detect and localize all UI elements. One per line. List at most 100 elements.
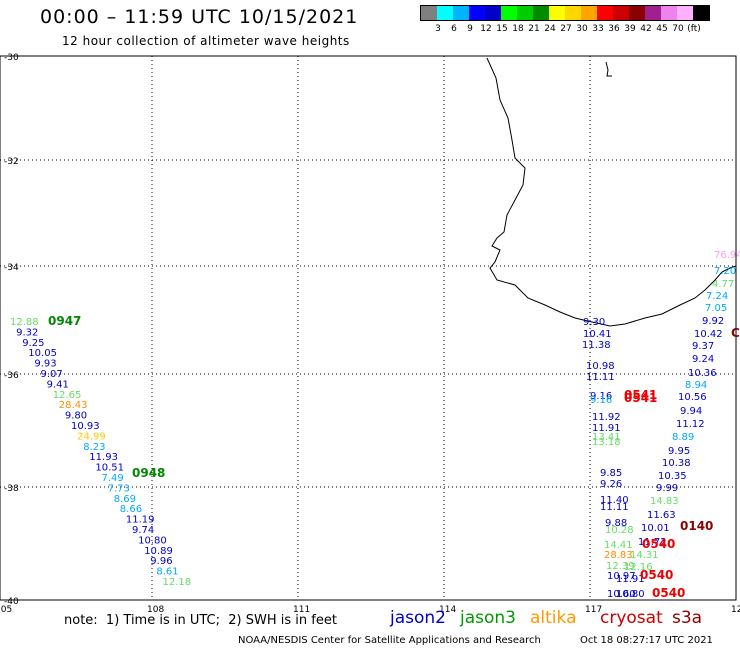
wave-height-value: 8.89 bbox=[672, 432, 694, 443]
wave-height-value: 10.89 bbox=[144, 546, 173, 557]
legend-swatch bbox=[517, 6, 533, 20]
wave-height-value: 10.42 bbox=[694, 329, 723, 340]
legend-label: 18 bbox=[512, 24, 524, 34]
wave-height-value: 13.41 bbox=[592, 432, 621, 443]
wave-height-value: 10.80 bbox=[138, 535, 167, 546]
wave-height-value: 76.94 bbox=[714, 250, 740, 261]
legend-labels: 3 6 9 12 15 18 21 24 27 30 33 36 39 42 45 70 (ft) bbox=[420, 21, 710, 34]
latitude-label: -40 bbox=[4, 597, 19, 607]
longitude-label: 108 bbox=[147, 605, 164, 615]
wave-height-value: 8.69 bbox=[114, 494, 136, 505]
color-legend: 3 6 9 12 15 18 21 24 27 30 33 36 39 42 45 70 (ft) bbox=[420, 5, 710, 34]
legend-swatch bbox=[677, 6, 693, 20]
legend-swatch bbox=[453, 6, 469, 20]
legend-label: 15 bbox=[496, 24, 508, 34]
wave-height-value: 28.83 bbox=[604, 550, 633, 561]
legend-swatch bbox=[629, 6, 645, 20]
wave-height-value: 9.16 bbox=[590, 391, 612, 402]
graticule bbox=[0, 56, 736, 600]
legend-label: 39 bbox=[624, 24, 636, 34]
wave-height-value: 7.49 bbox=[102, 473, 124, 484]
legend-swatch bbox=[693, 6, 709, 20]
longitude-label: 111 bbox=[293, 605, 310, 615]
legend-swatch bbox=[661, 6, 677, 20]
wave-height-value: 9.41 bbox=[47, 379, 69, 390]
wave-height-labels: 12.889.329.2510.059.939.079.4112.6528.43… bbox=[10, 250, 740, 600]
legend-label: 30 bbox=[576, 24, 588, 34]
legend-label: 24 bbox=[544, 24, 556, 34]
map-frame bbox=[0, 55, 737, 601]
legend-label: (ft) bbox=[687, 24, 701, 34]
legend-swatch bbox=[437, 6, 453, 20]
wave-height-value: 9.85 bbox=[600, 468, 622, 479]
wave-height-value: 10.41 bbox=[583, 329, 612, 340]
wave-height-value: 11.11 bbox=[586, 372, 615, 383]
wave-height-value: 11.93 bbox=[89, 452, 118, 463]
wave-height-value: 14.41 bbox=[604, 540, 633, 551]
wave-height-value: 9.99 bbox=[656, 483, 678, 494]
wave-height-value: 10.38 bbox=[662, 458, 691, 469]
wave-height-value: 11.19 bbox=[126, 515, 155, 526]
wave-height-value: 10.35 bbox=[658, 471, 687, 482]
wave-height-value: 9.94 bbox=[680, 406, 702, 417]
legend-swatch bbox=[613, 6, 629, 20]
wave-height-value: 9.80 bbox=[65, 411, 87, 422]
wave-height-value: 28.43 bbox=[59, 400, 88, 411]
legend-swatch bbox=[421, 6, 437, 20]
wave-height-value: 24.99 bbox=[77, 431, 106, 442]
wave-height-value: 9.92 bbox=[702, 316, 724, 327]
wave-height-value: 7.05 bbox=[705, 303, 727, 314]
legend-label: 45 bbox=[656, 24, 668, 34]
tick-labels: -30 -32 -34 -36 -38 -40105 108 111 114 117 120 bbox=[0, 53, 740, 615]
latitude-label: -38 bbox=[4, 484, 19, 494]
satellite-name: altika bbox=[530, 608, 577, 628]
wave-height-value: 8.61 bbox=[156, 567, 178, 578]
legend-label: 6 bbox=[451, 24, 457, 34]
wave-height-value: 7.73 bbox=[108, 483, 130, 494]
longitude-label: 120 bbox=[731, 605, 740, 615]
pass-time-label: 0140 bbox=[680, 519, 713, 533]
wave-height-value: 10.80 bbox=[616, 589, 645, 600]
wave-height-value: 9.26 bbox=[600, 479, 622, 490]
wave-height-value: 10.51 bbox=[95, 463, 124, 474]
legend-swatch bbox=[597, 6, 613, 20]
wave-height-value: 9.95 bbox=[668, 446, 690, 457]
legend-swatch bbox=[565, 6, 581, 20]
latitude-label: -34 bbox=[4, 263, 19, 273]
wave-height-value: 9.25 bbox=[22, 338, 44, 349]
longitude-label: 105 bbox=[0, 605, 12, 615]
wave-height-value: 12.16 bbox=[624, 562, 653, 573]
wave-height-value: 9.37 bbox=[692, 341, 714, 352]
wave-height-value: 9.96 bbox=[150, 556, 172, 567]
island-outline bbox=[605, 61, 612, 77]
latitude-label: -30 bbox=[4, 53, 19, 63]
pass-time-label: 0541 bbox=[624, 391, 657, 405]
legend-swatch bbox=[501, 6, 517, 20]
wave-height-value: 11.91 bbox=[616, 574, 645, 585]
wave-height-value: 11.72 bbox=[638, 537, 667, 548]
page-subtitle: 12 hour collection of altimeter wave hei… bbox=[62, 34, 350, 48]
wave-height-value: 7.20 bbox=[714, 266, 736, 277]
legend-label: 70 bbox=[672, 24, 684, 34]
wave-height-value: 11.63 bbox=[647, 510, 676, 521]
wave-height-value: 10.01 bbox=[641, 523, 670, 534]
wave-height-value: 9.74 bbox=[132, 525, 154, 536]
credit-text: NOAA/NESDIS Center for Satellite Applica… bbox=[238, 635, 541, 646]
wave-height-value: 12.18 bbox=[163, 577, 192, 588]
wave-height-value: 10.36 bbox=[688, 368, 717, 379]
satellite-name: s3a bbox=[672, 608, 703, 628]
wave-height-value: 9.88 bbox=[605, 518, 627, 529]
wave-height-value: 8.23 bbox=[83, 442, 105, 453]
wave-height-value: 10.98 bbox=[586, 361, 615, 372]
wave-height-value: 9.07 bbox=[41, 369, 63, 380]
coastline bbox=[486, 57, 737, 327]
latitude-label: -36 bbox=[4, 371, 19, 381]
wave-height-value: 10.60 bbox=[607, 589, 636, 600]
wave-height-value: 14.31 bbox=[630, 550, 659, 561]
pass-time-label: 0540 bbox=[642, 537, 675, 551]
wave-height-value: 9.24 bbox=[692, 354, 714, 365]
wave-height-value: 11.92 bbox=[592, 412, 621, 423]
wave-height-value: 11.12 bbox=[676, 419, 705, 430]
legend-label: 33 bbox=[592, 24, 604, 34]
